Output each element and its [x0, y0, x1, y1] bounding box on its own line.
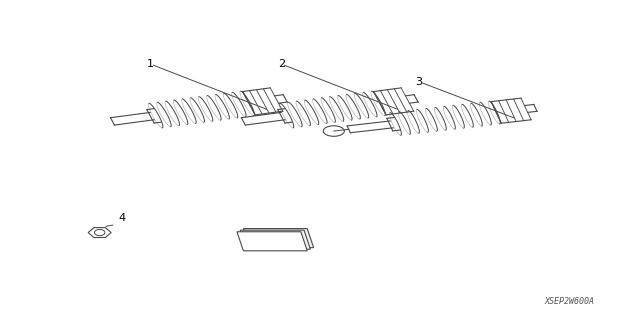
Text: 4: 4	[118, 213, 125, 223]
Polygon shape	[240, 230, 310, 249]
Text: 2: 2	[278, 59, 285, 69]
Text: XSEP2W600A: XSEP2W600A	[545, 297, 595, 306]
Text: 3: 3	[415, 77, 422, 87]
Polygon shape	[237, 232, 307, 251]
Polygon shape	[243, 229, 314, 248]
Text: 1: 1	[147, 59, 154, 69]
